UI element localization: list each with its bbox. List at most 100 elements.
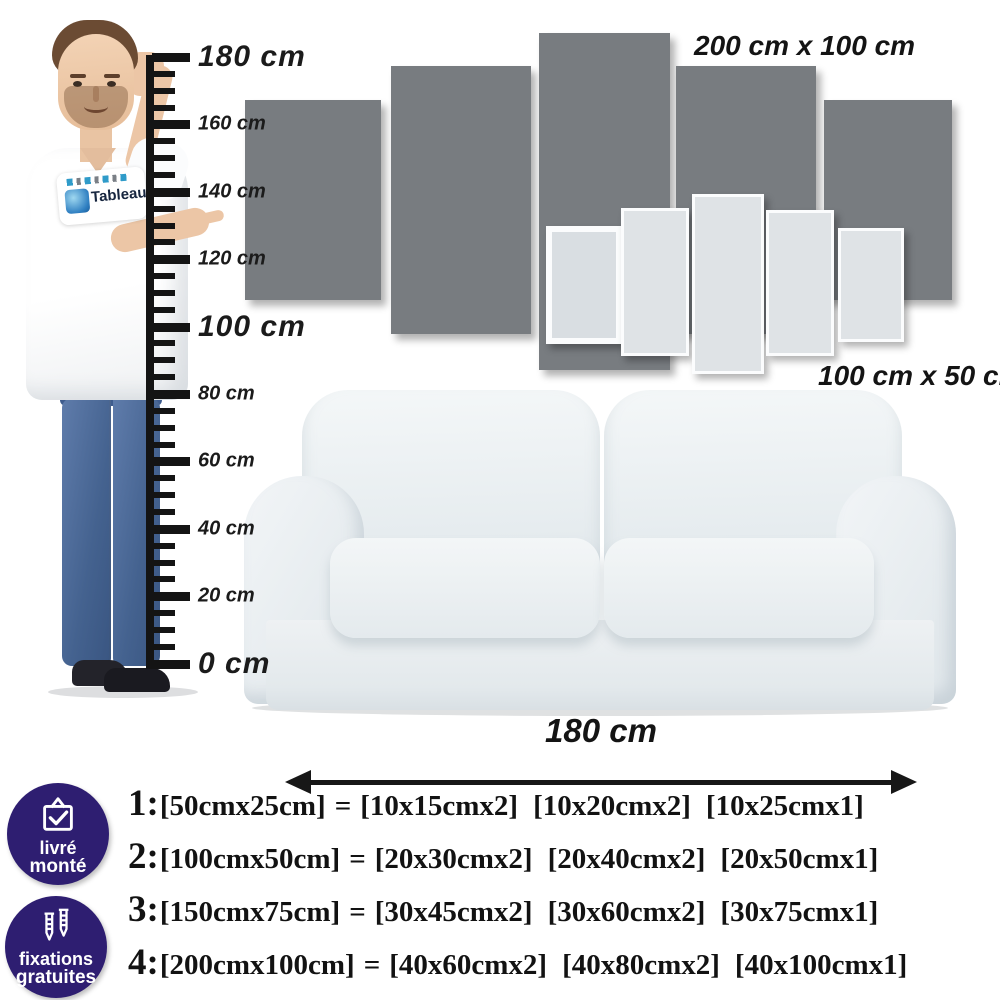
option-part: [10x15cmx2] [360,790,519,822]
ruler-tick-minor [152,273,175,280]
man-nose [93,86,99,102]
ruler-tick-minor [152,559,175,566]
ruler-tick-major [152,322,190,332]
ruler-label: 100 cm [198,309,306,343]
ruler-tick-minor [152,357,175,364]
option-part: [20x40cmx2] [547,843,706,875]
ruler-tick-minor [152,222,175,229]
ruler-tick-major [152,659,190,669]
ruler-label: 160 cm [198,112,266,135]
ruler-label: 0 cm [198,646,271,680]
option-number: 4: [128,942,159,983]
option-part: [40x80cmx2] [562,949,720,981]
ruler-tick-minor [152,306,175,313]
ruler-tick-minor [152,171,175,178]
small-panel-1 [546,226,622,344]
option-part: [40x100cmx1] [734,949,908,981]
badge-livre-monte: livré monté [7,783,109,885]
option-total: [50cmx25cm] [159,790,326,822]
man-brow-right [104,74,120,78]
sofa-width-indicator: 180 cm [285,712,917,804]
ruler-tick-minor [152,205,175,212]
man-jeans-left-leg [62,398,111,666]
man-brow-left [70,74,86,78]
ruler-label: 40 cm [198,517,255,540]
sofa-seat-cushion-right [604,538,874,638]
ruler-tick-major [152,187,190,197]
small-size-label: 100 cm x 50 cm [818,360,1000,391]
ruler-tick-major [152,120,190,130]
ruler-tick-minor [152,542,175,549]
man-eye-right [107,81,116,87]
ruler-line [146,55,154,669]
ruler-label: 180 cm [198,40,306,73]
ruler-tick-minor [152,475,175,482]
size-option-row-4: 4: [200cmx100cm] = [40x60cmx2] [40x80cmx… [128,941,988,994]
ruler-tick-minor [152,407,175,414]
ruler-tick-minor [152,289,175,296]
ruler-label: 60 cm [198,449,255,472]
option-part: [20x50cmx1] [720,843,879,875]
ruler-tick-major [152,255,190,265]
equals-sign: = [349,896,366,928]
ruler-tick-minor [152,424,175,431]
badge-line: fixations [18,949,93,969]
ruler-tick-minor [152,239,175,246]
large-size-label: 200 cm x 100 cm [694,30,916,61]
bag-check-icon [43,797,73,831]
option-part: [30x75cmx1] [720,896,879,928]
ruler-tick-minor [152,155,175,162]
height-ruler: 180 cm 160 cm 140 cm 120 cm 100 cm 80 cm 60 cm… [0,0,305,700]
ruler-label: 120 cm [198,247,266,270]
equals-sign: = [334,790,352,822]
ruler-tick-minor [152,576,175,583]
ruler-tick-minor [152,441,175,448]
ruler-tick-major [152,390,190,399]
badge-fixations-gratuites: fixations gratuites [5,896,107,998]
ruler-tick-minor [152,340,175,347]
size-option-row-3: 3: [150cmx75cm] = [30x45cmx2] [30x60cmx2… [128,888,988,941]
large-panel-2 [391,66,531,334]
large-panel-1 [245,100,381,300]
equals-sign: = [363,949,381,981]
ruler-tick-minor [152,87,175,94]
sofa-width-label: 180 cm [545,712,657,749]
man-shoe-right [104,668,170,692]
ruler-tick-minor [152,626,175,633]
small-panel-2 [621,208,689,356]
double-arrow [285,770,917,796]
option-part: [10x20cmx2] [533,790,691,822]
size-option-row-1: 1: [50cmx25cm] = [10x15cmx2] [10x20cmx2]… [128,782,988,835]
sofa-seat-cushion-left [330,538,600,638]
ruler-tick-major [152,53,190,62]
ruler-tick-minor [152,508,175,515]
option-number: 2: [128,836,159,877]
option-part: [30x60cmx2] [547,896,706,928]
size-options-list: 1: [50cmx25cm] = [10x15cmx2] [10x20cmx2]… [128,782,988,994]
option-total: [150cmx75cm] [159,896,341,928]
ruler-tick-minor [152,643,175,650]
option-total: [100cmx50cm] [159,843,341,875]
arrowhead-right-icon [891,770,917,794]
size-option-row-2: 2: [100cmx50cm] = [20x30cmx2] [20x40cmx2… [128,835,988,888]
ruler-tick-major [152,524,190,534]
badge-line: livré [39,838,77,858]
man-face [58,34,134,130]
option-total: [200cmx100cm] [159,949,355,981]
ruler-tick-minor [152,104,175,111]
ruler-tick-major [152,592,190,602]
option-part: [20x30cmx2] [374,843,533,875]
ruler-label: 140 cm [198,180,266,203]
equals-sign: = [349,843,366,875]
badge-line: monté [29,856,87,877]
option-number: 1: [128,783,159,824]
screw-anchors-icon [44,908,69,941]
ruler-tick-minor [152,610,175,617]
ruler-tick-minor [152,374,175,381]
man-eye-left [73,81,82,87]
arrow-line [305,780,897,785]
sofa [240,388,960,716]
ruler-tick-minor [152,492,175,499]
option-part: [40x60cmx2] [389,949,548,981]
